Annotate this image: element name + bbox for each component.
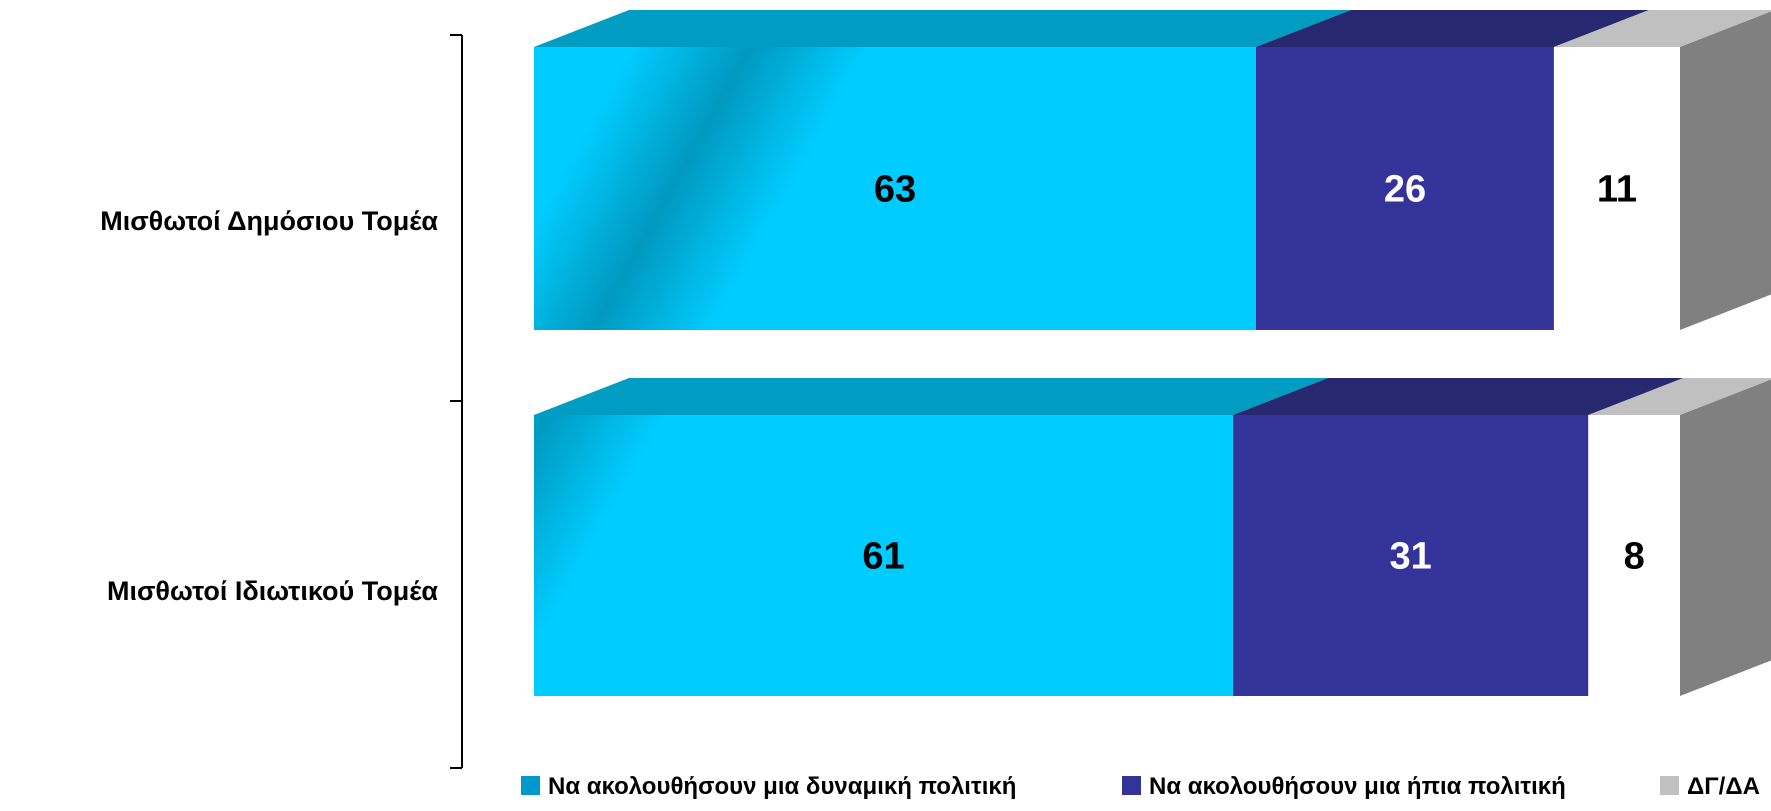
bar-segment-top [1553, 10, 1771, 47]
bar-segment [1553, 47, 1680, 330]
category-labels: Μισθωτοί Δημόσιου Τομέα Μισθωτοί Ιδιωτικ… [100, 206, 438, 606]
bar-side-face [1680, 11, 1771, 330]
category-label: Μισθωτοί Ιδιωτικού Τομέα [107, 576, 438, 606]
bar-group: 61 31 8 [534, 378, 1771, 696]
bar-segment-top [1233, 378, 1684, 415]
data-label: 8 [1624, 536, 1645, 578]
bar-segment [534, 415, 1234, 696]
bars-layer: 63 26 11 61 31 8 [534, 10, 1771, 696]
legend: Να ακολουθήσουν μια δυναμική πολιτική Να … [521, 773, 1760, 800]
bar-segment [1233, 415, 1589, 696]
legend-label: Να ακολουθήσουν μια ήπια πολιτική [1149, 773, 1566, 800]
legend-label: ΔΓ/ΔΑ [1687, 773, 1760, 800]
data-label: 11 [1597, 169, 1637, 211]
legend-swatch [1660, 776, 1679, 795]
legend-label: Να ακολουθήσουν μια δυναμική πολιτική [548, 773, 1016, 800]
bar-segment-top [1255, 10, 1649, 47]
bar-side-face [1680, 379, 1771, 696]
bar-group: 63 26 11 [534, 10, 1771, 330]
bar-segment [1255, 47, 1554, 330]
legend-swatch [521, 776, 540, 795]
data-label: 31 [1390, 536, 1432, 578]
legend-swatch [1122, 776, 1141, 795]
data-label: 61 [862, 536, 904, 578]
category-label: Μισθωτοί Δημόσιου Τομέα [100, 206, 438, 236]
data-label: 63 [874, 169, 916, 211]
data-label: 26 [1384, 169, 1426, 211]
bar-segment [534, 47, 1256, 330]
bar-segment [1588, 415, 1680, 696]
bar-segment-top [534, 378, 1329, 415]
legend-item: ΔΓ/ΔΑ [1660, 773, 1760, 800]
bar-segment-top [1588, 378, 1771, 415]
bar-segment-top [534, 10, 1351, 47]
legend-item: Να ακολουθήσουν μια ήπια πολιτική [1122, 773, 1566, 800]
category-axis [450, 34, 463, 769]
legend-item: Να ακολουθήσουν μια δυναμική πολιτική [521, 773, 1016, 800]
